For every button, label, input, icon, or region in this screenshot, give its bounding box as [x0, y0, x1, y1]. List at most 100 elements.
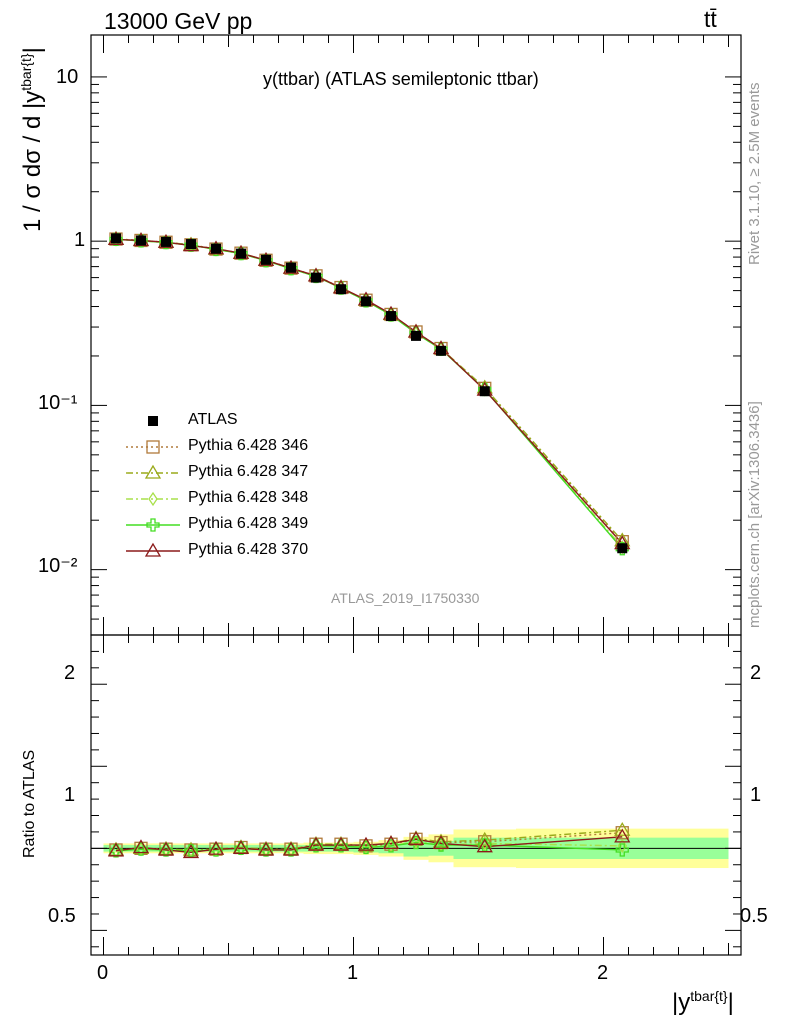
- data-point: [617, 543, 628, 554]
- legend-marker: [148, 416, 158, 426]
- data-point: [411, 330, 421, 341]
- mcplots-info-label: mcplots.cern.ch [arXiv:1306.3436]: [746, 401, 763, 628]
- legend-label: ATLAS: [188, 411, 238, 428]
- data-point: [386, 311, 396, 322]
- ratio-series-point: [134, 842, 148, 856]
- legend-label: Pythia 6.428 348: [188, 489, 309, 506]
- x-axis-label-sup: tbar{t}: [690, 988, 728, 1004]
- ratio-series-line: [115, 829, 623, 851]
- ratio-series-point: [207, 840, 225, 855]
- ratio-ytick-label-right: 2: [750, 662, 762, 684]
- ratio-ytick-label-right: 1: [750, 784, 762, 806]
- data-point: [111, 233, 121, 244]
- main-y-axis-label-tail: |: [19, 47, 46, 54]
- ratio-ytick-label: 2: [64, 662, 76, 684]
- plot-frames: [90, 34, 742, 956]
- series-lines: [115, 238, 623, 854]
- main-ytick-label: 10⁻²: [38, 555, 78, 577]
- ratio-series-point: [357, 836, 375, 851]
- data-point: [186, 239, 196, 250]
- ratio-series-point: [407, 831, 425, 845]
- ratio-series-point: [182, 844, 200, 859]
- xtick-label: 2: [597, 962, 609, 984]
- header-process-label: tt̄: [704, 6, 717, 32]
- x-axis-label: |ytbar{t}|: [672, 988, 734, 1017]
- main-plot-title: y(ttbar) (ATLAS semileptonic ttbar): [263, 69, 539, 89]
- axis-ticks: [91, 35, 741, 955]
- data-point: [236, 248, 246, 259]
- ratio-series-point: [159, 843, 173, 857]
- legend-marker: [144, 464, 162, 479]
- main-y-axis-label: 1 / σ dσ / d |ytbar{t}|: [18, 47, 47, 232]
- ratio-series-point: [259, 843, 273, 857]
- legend-marker: [144, 542, 162, 557]
- ratio-series-point: [614, 828, 631, 843]
- ratio-series-point: [432, 833, 450, 848]
- ratio-ytick-label-right: 0.5: [740, 905, 768, 927]
- ratio-series-point: [234, 841, 248, 855]
- data-point: [311, 272, 321, 283]
- xtick-label: 0: [97, 962, 109, 984]
- ratio-series-point: [382, 835, 400, 850]
- ratio-series-point: [434, 838, 448, 852]
- ratio-ytick-label: 0.5: [48, 905, 76, 927]
- ratio-series-point: [132, 839, 150, 854]
- main-y-axis-label-sup: tbar{t}: [18, 53, 34, 91]
- legend-label: Pythia 6.428 349: [188, 515, 309, 532]
- ratio-series-point: [109, 844, 123, 858]
- ratio-series-point: [282, 841, 300, 856]
- main-ytick-label: 1: [74, 229, 86, 251]
- ratio-series-point: [334, 839, 348, 853]
- ratio-series-point: [409, 835, 423, 850]
- ratio-series-point: [307, 836, 325, 851]
- ratio-series-point: [476, 838, 493, 853]
- ratio-series-point: [384, 839, 398, 853]
- ratio-series-point: [411, 834, 421, 849]
- ratio-series-point: [157, 841, 175, 856]
- legend-marker: [148, 491, 158, 507]
- ratio-ytick-label: 1: [64, 784, 76, 806]
- x-axis-label-tail: |: [727, 989, 734, 1016]
- data-point: [436, 345, 446, 356]
- ratio-series-point: [284, 843, 298, 857]
- legend-marker: [146, 440, 160, 454]
- ratio-series-point: [479, 836, 490, 851]
- header-energy-label: 13000 GeV pp: [104, 8, 253, 34]
- data-point: [479, 386, 490, 397]
- ratio-series-point: [476, 831, 493, 846]
- data-point: [286, 262, 296, 273]
- main-series-line: [115, 238, 623, 545]
- legend-marker: [146, 518, 160, 532]
- xtick-label: 1: [347, 962, 359, 984]
- ratio-series-point: [107, 842, 125, 857]
- main-y-axis-label-text: 1 / σ dσ / d |y: [19, 90, 46, 232]
- ratio-series-point: [309, 839, 323, 853]
- legend-label: Pythia 6.428 346: [188, 437, 309, 454]
- ratio-y-axis-label: Ratio to ATLAS: [21, 749, 38, 858]
- legend: [126, 416, 180, 557]
- data-point: [336, 284, 346, 295]
- data-point: [361, 296, 371, 307]
- ratio-series-point: [359, 840, 373, 855]
- legend-label: Pythia 6.428 370: [188, 541, 309, 558]
- data-point: [261, 254, 271, 265]
- data-point: [161, 236, 171, 247]
- ratio-series-point: [209, 843, 223, 857]
- x-axis-label-text: |y: [672, 989, 691, 1016]
- ratio-series-point: [257, 841, 275, 856]
- ratio-series-point: [615, 843, 629, 857]
- main-ytick-label: 10: [56, 66, 79, 88]
- ratio-series-point: [614, 821, 631, 836]
- analysis-label: ATLAS_2019_I1750330: [331, 590, 480, 606]
- data-point: [211, 243, 221, 254]
- ratio-series-point: [432, 835, 450, 850]
- ratio-series-line: [115, 836, 623, 854]
- ratio-series-point: [332, 836, 350, 851]
- rivet-info-label: Rivet 3.1.10, ≥ 2.5M events: [746, 82, 763, 266]
- series-markers: [107, 230, 631, 859]
- ratio-series-point: [232, 840, 250, 854]
- legend-label: Pythia 6.428 347: [188, 463, 309, 480]
- ratio-plot-frame: [90, 634, 742, 956]
- main-ytick-label: 10⁻¹: [38, 392, 78, 414]
